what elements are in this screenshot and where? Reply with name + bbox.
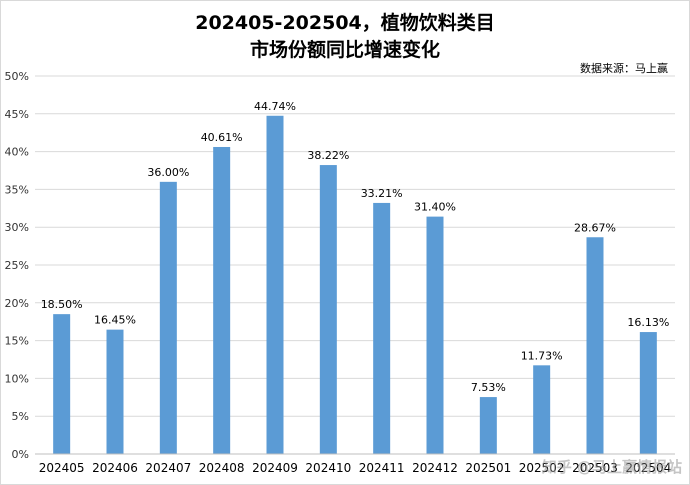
data-label-202502: 11.73% [521,349,563,362]
bar-202409 [266,115,284,455]
bar-202407 [159,181,177,454]
bar-202406 [106,329,124,454]
bars [53,115,657,455]
data-label-202504: 16.13% [627,316,669,329]
y-tick-label: 0% [12,448,29,461]
x-tick-label: 202412 [412,461,458,475]
y-tick-label: 5% [12,410,29,423]
chart-title: 202405-202504，植物饮料类目 [195,12,495,34]
y-tick-label: 30% [5,221,29,234]
watermark: 知乎 @马上赢情报站 [541,458,682,476]
x-tick-label: 202407 [145,461,191,475]
x-tick-label: 202405 [39,461,85,475]
y-tick-label: 35% [5,183,29,196]
x-tick-label: 202406 [92,461,138,475]
x-tick-label: 202501 [465,461,511,475]
data-label-202410: 38.22% [307,149,349,162]
bar-202410 [319,165,337,454]
x-tick-label: 202502 [519,461,565,475]
data-label-202409: 44.74% [254,100,296,113]
x-tick-label: 202504 [625,461,671,475]
y-tick-label: 20% [5,297,29,310]
bar-202412 [426,216,444,454]
y-tick-label: 40% [5,146,29,159]
y-tick-label: 45% [5,108,29,121]
data-label-202503: 28.67% [574,221,616,234]
data-labels: 18.50% 16.45% 36.00% 40.61% 44.74% 38.22% 33.2… [41,100,670,394]
x-axis: 202405 202406 202407 202408 202409 202410 2024… [35,453,675,475]
bar-202502 [533,365,551,454]
y-tick-label: 50% [5,70,29,83]
bar-202405 [53,314,71,454]
bar-202411 [373,202,391,454]
y-tick-label: 25% [5,259,29,272]
x-tick-label: 202503 [572,461,618,475]
x-tick-label: 202411 [359,461,405,475]
data-label-202501: 7.53% [471,381,506,394]
x-tick-label: 202409 [252,461,298,475]
y-tick-label: 10% [5,372,29,385]
y-tick-label: 15% [5,335,29,348]
y-axis: 0% 5% 10% 15% 20% 25% 30% 35% 40% 45% 50% [5,70,29,461]
data-label-202411: 33.21% [361,187,403,200]
bar-202408 [213,146,231,454]
data-label-202406: 16.45% [94,314,136,327]
data-source-note: 数据来源：马上赢 [580,62,668,75]
bar-202503 [586,237,604,454]
data-label-202412: 31.40% [414,201,456,214]
x-tick-label: 202410 [305,461,351,475]
bar-202504 [639,332,657,454]
data-label-202407: 36.00% [147,166,189,179]
data-label-202408: 40.61% [201,131,243,144]
x-tick-label: 202408 [199,461,245,475]
chart-subtitle: 市场份额同比增速变化 [249,39,440,61]
grid-lines [35,75,675,455]
data-label-202405: 18.50% [41,298,83,311]
bar-202501 [479,397,497,454]
